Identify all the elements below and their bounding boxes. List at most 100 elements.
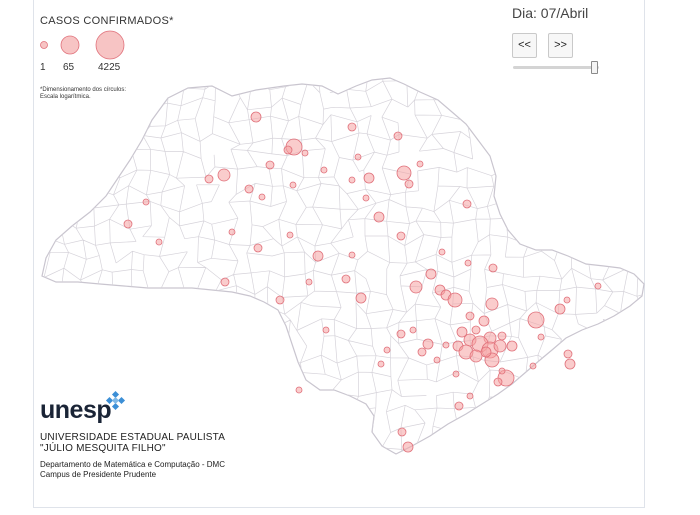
case-bubble[interactable] bbox=[258, 193, 266, 201]
case-bubble[interactable] bbox=[322, 326, 330, 334]
case-bubble[interactable] bbox=[228, 228, 236, 236]
legend-circles bbox=[40, 30, 125, 60]
case-bubble[interactable] bbox=[527, 311, 545, 329]
legend-circle-small bbox=[40, 41, 48, 49]
case-bubble[interactable] bbox=[464, 259, 472, 267]
case-bubble[interactable] bbox=[563, 296, 571, 304]
date-slider-track[interactable] bbox=[513, 66, 599, 69]
case-bubble[interactable] bbox=[348, 176, 356, 184]
case-bubble[interactable] bbox=[497, 331, 507, 341]
case-bubble[interactable] bbox=[409, 326, 417, 334]
case-bubble[interactable] bbox=[456, 326, 468, 338]
case-bubble[interactable] bbox=[250, 111, 262, 123]
legend-value-min: 1 bbox=[40, 62, 46, 73]
case-bubble[interactable] bbox=[554, 303, 566, 315]
case-bubble[interactable] bbox=[217, 168, 231, 182]
case-bubble[interactable] bbox=[362, 194, 370, 202]
case-bubble[interactable] bbox=[348, 251, 356, 259]
case-bubble[interactable] bbox=[265, 160, 275, 170]
previous-day-button[interactable]: << bbox=[512, 33, 537, 58]
case-bubble[interactable] bbox=[447, 292, 463, 308]
legend-circle-large bbox=[95, 30, 125, 60]
case-bubble[interactable] bbox=[123, 219, 133, 229]
case-bubble[interactable] bbox=[393, 131, 403, 141]
case-bubble[interactable] bbox=[537, 333, 545, 341]
case-bubble[interactable] bbox=[466, 392, 474, 400]
case-bubble[interactable] bbox=[471, 325, 481, 335]
case-bubble[interactable] bbox=[433, 356, 441, 364]
case-bubble[interactable] bbox=[155, 238, 163, 246]
case-bubble[interactable] bbox=[396, 165, 412, 181]
case-bubble[interactable] bbox=[485, 297, 499, 311]
case-bubble[interactable] bbox=[312, 250, 324, 262]
case-bubble[interactable] bbox=[295, 386, 303, 394]
legend-circle-medium bbox=[60, 35, 80, 55]
state-outline bbox=[41, 77, 645, 455]
institution-subtitle: "JÚLIO MESQUITA FILHO" bbox=[40, 443, 166, 454]
case-bubble[interactable] bbox=[354, 153, 362, 161]
case-bubble[interactable] bbox=[373, 211, 385, 223]
case-bubble[interactable] bbox=[506, 340, 518, 352]
case-bubble[interactable] bbox=[498, 367, 506, 375]
map-frame bbox=[33, 0, 645, 508]
case-bubble[interactable] bbox=[452, 370, 460, 378]
case-bubble[interactable] bbox=[425, 268, 437, 280]
case-bubble[interactable] bbox=[363, 172, 375, 184]
institution-name: UNIVERSIDADE ESTADUAL PAULISTA bbox=[40, 432, 226, 443]
case-bubble[interactable] bbox=[469, 349, 483, 363]
case-bubble[interactable] bbox=[397, 427, 407, 437]
case-bubble[interactable] bbox=[305, 278, 313, 286]
case-bubble[interactable] bbox=[404, 179, 414, 189]
case-bubble[interactable] bbox=[462, 199, 472, 209]
case-bubble[interactable] bbox=[286, 231, 294, 239]
date-slider-thumb[interactable] bbox=[591, 61, 598, 74]
next-day-button[interactable]: >> bbox=[548, 33, 573, 58]
case-bubble[interactable] bbox=[220, 277, 230, 287]
case-bubble[interactable] bbox=[204, 174, 214, 184]
case-bubbles bbox=[123, 111, 602, 453]
case-bubble[interactable] bbox=[142, 198, 150, 206]
case-bubble[interactable] bbox=[454, 401, 464, 411]
legend-note-line2: Escala logarítmica. bbox=[40, 94, 91, 100]
case-bubble[interactable] bbox=[478, 315, 490, 327]
case-bubble[interactable] bbox=[417, 347, 427, 357]
case-bubble[interactable] bbox=[402, 441, 414, 453]
case-bubble[interactable] bbox=[442, 341, 450, 349]
case-bubble[interactable] bbox=[301, 149, 309, 157]
department-name: Departamento de Matemática e Computação … bbox=[40, 460, 225, 469]
case-bubble[interactable] bbox=[465, 311, 475, 321]
unesp-logo-mark bbox=[105, 390, 126, 411]
case-bubble[interactable] bbox=[253, 243, 263, 253]
case-bubble[interactable] bbox=[244, 184, 254, 194]
case-bubble[interactable] bbox=[289, 181, 297, 189]
case-bubble[interactable] bbox=[422, 338, 434, 350]
case-bubble[interactable] bbox=[396, 329, 406, 339]
legend-note-line1: *Dimensionamento dos círculos: bbox=[40, 87, 127, 93]
case-bubble[interactable] bbox=[409, 280, 423, 294]
case-bubble[interactable] bbox=[493, 339, 507, 353]
case-bubble[interactable] bbox=[488, 263, 498, 273]
case-bubble[interactable] bbox=[564, 358, 576, 370]
case-bubble[interactable] bbox=[594, 282, 602, 290]
legend-note: *Dimensionamento dos círculos: Escala lo… bbox=[40, 87, 126, 101]
case-bubble[interactable] bbox=[320, 166, 328, 174]
case-bubble[interactable] bbox=[341, 274, 351, 284]
case-bubble[interactable] bbox=[493, 377, 503, 387]
case-bubble[interactable] bbox=[377, 360, 385, 368]
legend-value-max: 4225 bbox=[98, 62, 121, 73]
case-bubble[interactable] bbox=[383, 346, 391, 354]
date-label: Dia: 07/Abril bbox=[512, 5, 589, 21]
case-bubble[interactable] bbox=[438, 248, 446, 256]
case-bubble[interactable] bbox=[347, 122, 357, 132]
case-bubble[interactable] bbox=[396, 231, 406, 241]
campus-name: Campus de Presidente Prudente bbox=[40, 470, 157, 479]
case-bubble[interactable] bbox=[563, 349, 573, 359]
case-bubble[interactable] bbox=[416, 160, 424, 168]
case-bubble[interactable] bbox=[480, 346, 492, 358]
case-bubble[interactable] bbox=[275, 295, 285, 305]
legend-title: CASOS CONFIRMADOS* bbox=[40, 15, 174, 27]
case-bubble[interactable] bbox=[355, 292, 367, 304]
case-bubble[interactable] bbox=[283, 145, 293, 155]
case-bubble[interactable] bbox=[529, 362, 537, 370]
